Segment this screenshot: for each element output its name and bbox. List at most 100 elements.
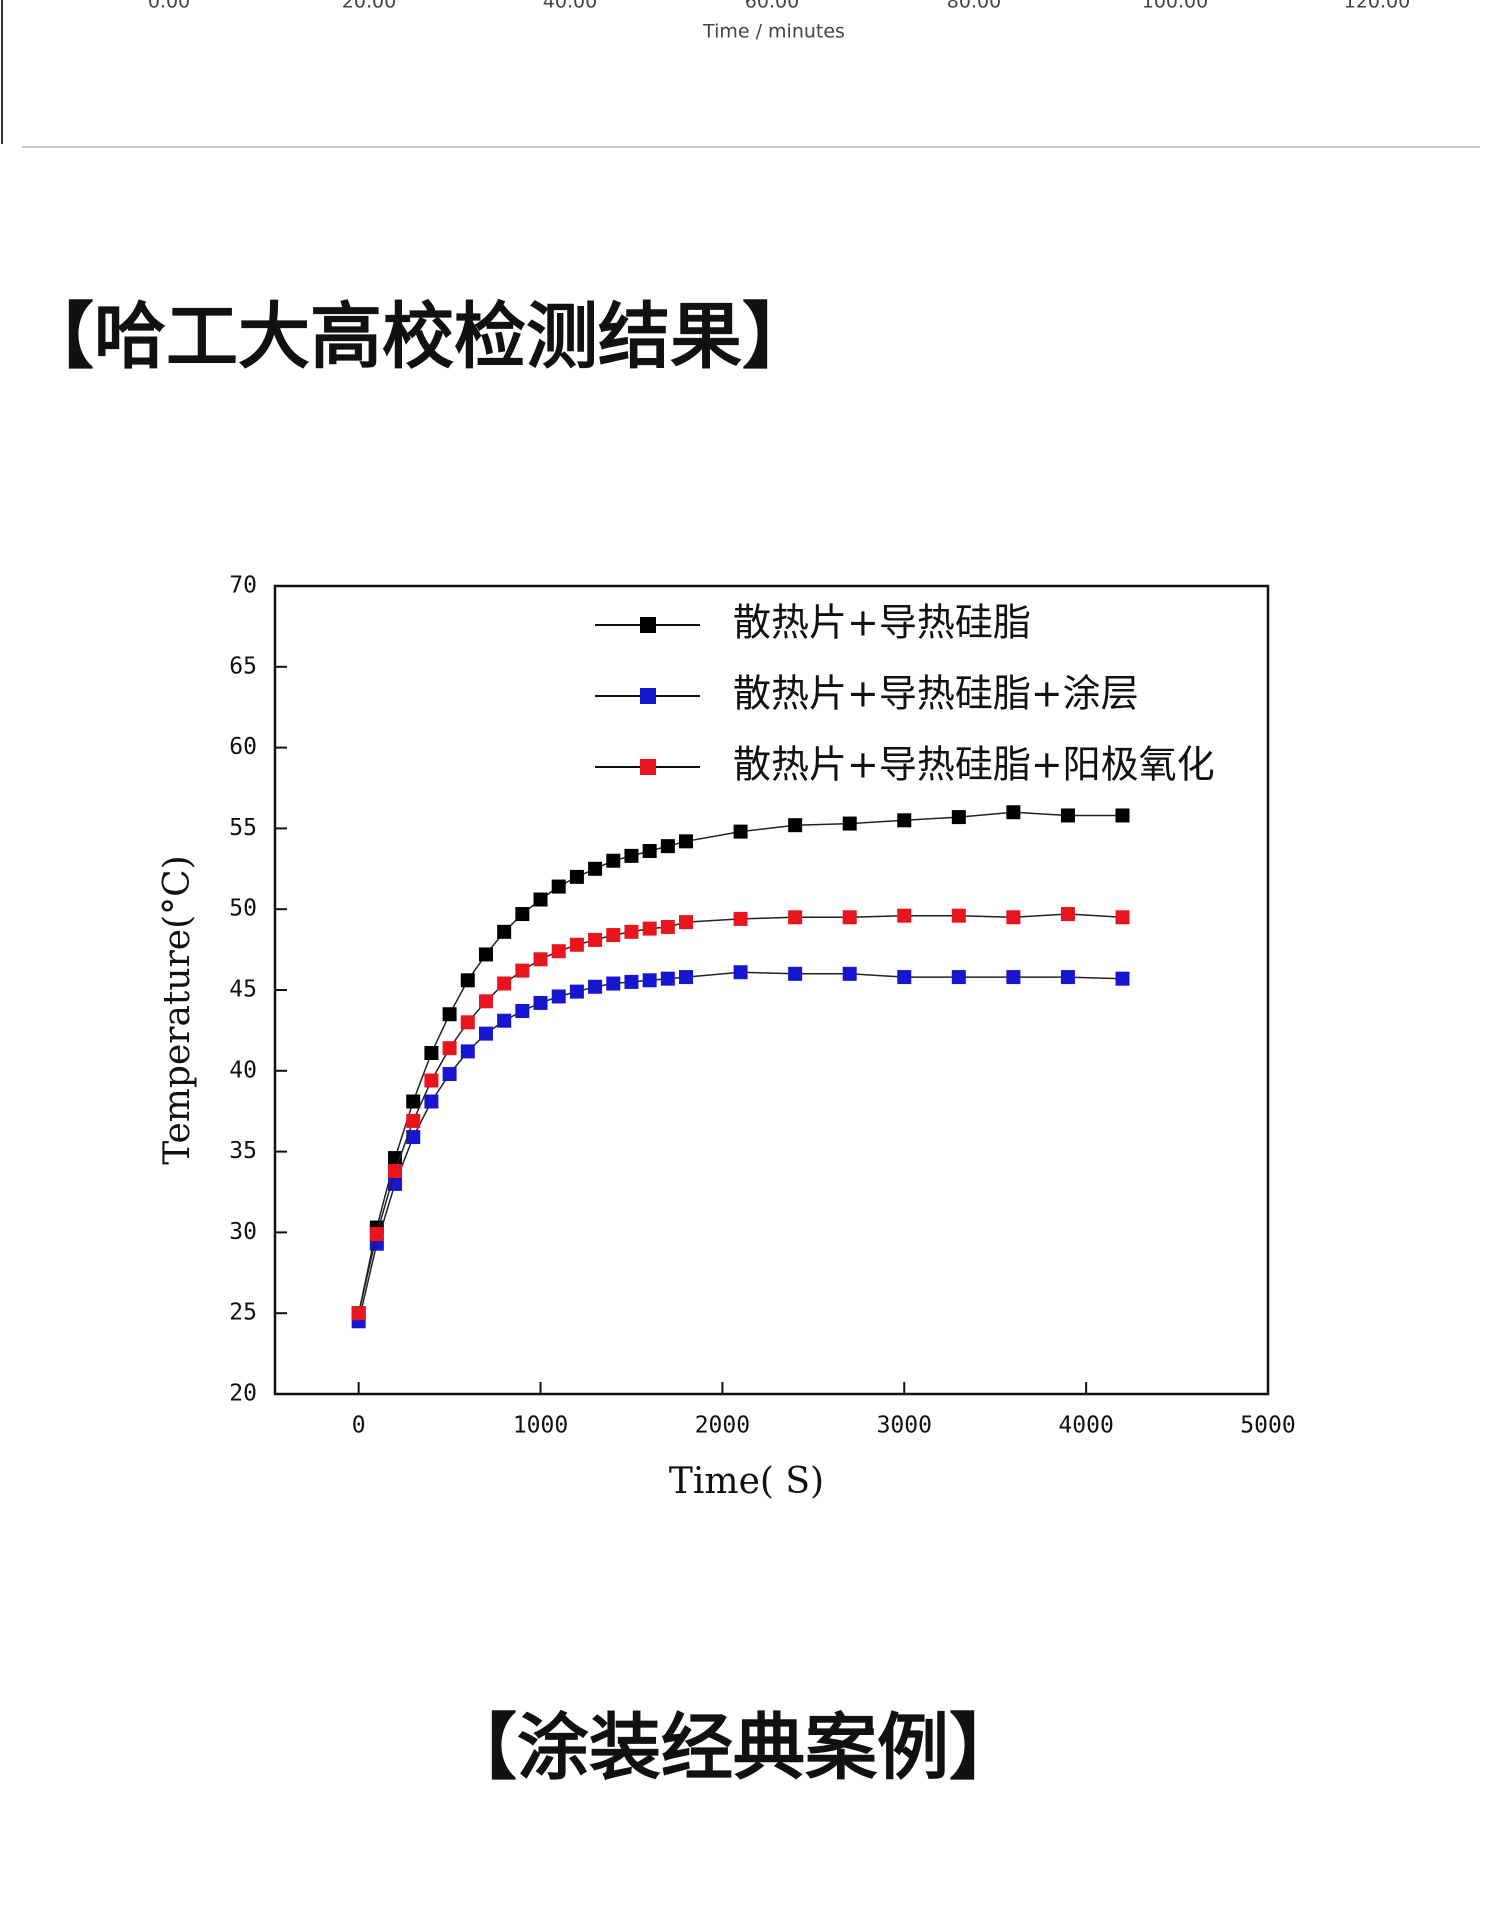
y-tick-label: 25 [229, 1300, 257, 1326]
marker [515, 1004, 530, 1019]
x-tick-label: 60.00 [745, 0, 799, 13]
y-tick-label: 40 [229, 1057, 257, 1083]
marker [460, 973, 475, 988]
x-tick-label: 4000 [1058, 1413, 1113, 1439]
series-line [357, 811, 1123, 1314]
x-tick-label: 100.00 [1142, 0, 1208, 13]
marker [588, 861, 603, 876]
y-tick-label: 65 [229, 653, 257, 679]
x-tick-label: 0.00 [148, 0, 190, 13]
marker [660, 919, 675, 934]
axis-label: Time / minutes [702, 21, 845, 43]
y-tick-label: 35 [229, 1138, 257, 1164]
marker [1006, 970, 1021, 985]
marker [460, 1015, 475, 1030]
marker [642, 973, 657, 988]
marker [569, 937, 584, 952]
marker [351, 1306, 366, 1321]
x-tick-label: 20.00 [342, 0, 396, 13]
marker [533, 995, 548, 1010]
marker [406, 1094, 421, 1109]
x-tick-label: 1000 [513, 1413, 568, 1439]
marker [897, 813, 912, 828]
marker [478, 994, 493, 1009]
legend-label: 散热片+导热硅脂+阳极氧化 [733, 743, 1215, 787]
legend-marker [640, 759, 656, 775]
marker [951, 970, 966, 985]
marker [442, 1067, 457, 1082]
marker [442, 1007, 457, 1022]
marker [1115, 808, 1130, 823]
marker [569, 869, 584, 884]
marker [533, 892, 548, 907]
marker [1060, 970, 1075, 985]
marker [515, 963, 530, 978]
marker [733, 911, 748, 926]
marker [369, 1227, 384, 1242]
marker [588, 932, 603, 947]
marker [478, 1026, 493, 1041]
marker [1060, 808, 1075, 823]
marker [606, 928, 621, 943]
heading: 【涂装经典案例】 [445, 1706, 1021, 1790]
legend-marker [640, 617, 656, 633]
marker [424, 1094, 439, 1109]
marker [788, 910, 803, 925]
marker [551, 989, 566, 1004]
marker [897, 908, 912, 923]
marker [478, 947, 493, 962]
marker [642, 844, 657, 859]
marker [406, 1113, 421, 1128]
y-tick-label: 30 [229, 1219, 257, 1245]
marker [497, 1013, 512, 1028]
x-tick-label: 3000 [877, 1413, 932, 1439]
marker [569, 984, 584, 999]
marker [424, 1073, 439, 1088]
marker [606, 853, 621, 868]
marker [788, 818, 803, 833]
legend-marker [640, 688, 656, 704]
marker [460, 1044, 475, 1059]
marker [424, 1046, 439, 1061]
marker [679, 970, 694, 985]
marker [1006, 805, 1021, 820]
y-axis-label: Temperature(°C) [157, 855, 198, 1164]
x-tick-label: 80.00 [947, 0, 1001, 13]
x-axis-label: Time( S) [669, 1461, 824, 1502]
marker [660, 971, 675, 986]
x-tick-label: 0 [352, 1413, 366, 1439]
marker [642, 921, 657, 936]
y-tick-label: 45 [229, 977, 257, 1003]
marker [1060, 907, 1075, 922]
marker [660, 839, 675, 854]
marker [1006, 910, 1021, 925]
x-tick-label: 5000 [1240, 1413, 1295, 1439]
marker [442, 1041, 457, 1056]
marker [679, 915, 694, 930]
marker [842, 910, 857, 925]
marker [551, 944, 566, 959]
marker [388, 1163, 403, 1178]
marker [1115, 971, 1130, 986]
y-tick-label: 50 [229, 896, 257, 922]
y-tick-label: 20 [229, 1381, 257, 1407]
marker [951, 908, 966, 923]
y-tick-label: 55 [229, 815, 257, 841]
marker [588, 979, 603, 994]
marker [624, 848, 639, 863]
marker [1115, 910, 1130, 925]
marker [842, 816, 857, 831]
marker [497, 976, 512, 991]
marker [897, 970, 912, 985]
marker [733, 965, 748, 980]
marker [533, 952, 548, 967]
marker [406, 1130, 421, 1145]
marker [624, 974, 639, 989]
marker [606, 976, 621, 991]
x-tick-label: 2000 [695, 1413, 750, 1439]
marker [951, 810, 966, 825]
marker [624, 924, 639, 939]
heading: 【哈工大高校检测结果】 [22, 295, 814, 379]
marker [733, 824, 748, 839]
marker [551, 879, 566, 894]
